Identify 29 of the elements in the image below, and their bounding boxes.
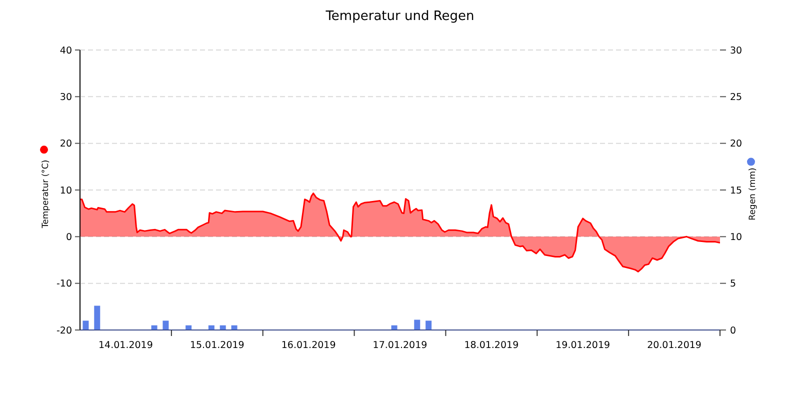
y-axis-title: Temperatur (°C) [41,160,51,230]
y2-tick-label: 15 [730,185,742,196]
bar [426,320,432,330]
chart-title: Temperatur und Regen [324,8,476,26]
y-tick-label: 10 [60,185,72,196]
y-tick-label: 20 [60,138,72,150]
y-tick-label: 0 [66,232,72,244]
y-tick-label: 30 [60,92,72,104]
x-tick-label: 16.01.2019 [281,340,336,351]
y-tick-label: 40 [60,45,72,56]
bar [94,306,100,330]
y2-tick-label: 10 [730,232,742,244]
x-tick-label: 19.01.2019 [556,340,610,351]
bar [162,320,169,330]
bar [82,320,89,330]
x-tick-label: 20.01.2019 [647,340,702,351]
x-tick-label: 15.01.2019 [190,340,244,351]
y2-tick-label: 30 [730,45,742,56]
y2-tick-label: 5 [730,278,736,290]
y2-tick-label: 20 [730,138,742,150]
bar [414,320,420,330]
y-tick-label: -20 [56,325,72,336]
x-tick-label: 17.01.2019 [372,340,428,351]
y2-tick-label: 25 [730,92,742,104]
y2-axis-title: Regen (mm) [748,168,758,220]
x-tick-label: 18.01.2019 [464,340,519,351]
y-tick-label: -10 [56,278,72,290]
y2-tick-label: 0 [730,325,736,336]
x-tick-label: 14.01.2019 [98,340,153,351]
